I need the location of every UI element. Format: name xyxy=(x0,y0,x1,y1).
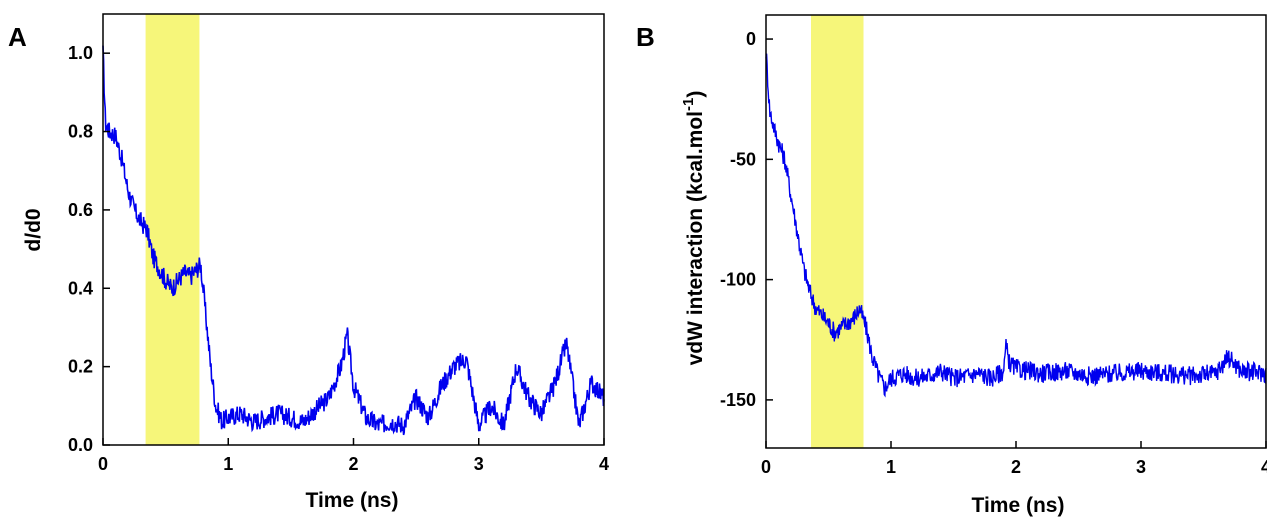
panel-b-series-line xyxy=(765,53,1267,398)
panel-b-x-axis-title: Time (ns) xyxy=(972,494,1065,517)
panel-a-x-tick-label: 4 xyxy=(599,454,609,474)
panel-a-y-axis-title: d/d0 xyxy=(22,208,45,251)
panel-b-x-tick-label: 4 xyxy=(1261,457,1267,477)
panel-b-y-axis-title-main: vdW interaction (kcal.mol xyxy=(684,111,707,365)
panel-a-y-tick-label: 0.2 xyxy=(68,357,93,377)
panel-b-y-tick-label: -50 xyxy=(730,149,756,169)
panel-b-label: B xyxy=(636,22,655,52)
panel-a-y-tick-label: 0.0 xyxy=(68,435,93,455)
panel-a-x-tick-label: 0 xyxy=(98,454,108,474)
panel-a-y-tick-label: 1.0 xyxy=(68,43,93,63)
panel-a-ticks: 0 1 2 3 4 0.0 0.2 0.4 0.6 0.8 1.0 xyxy=(68,43,609,474)
panel-b-y-tick-label: 0 xyxy=(746,29,756,49)
panel-a: A 0 1 2 3 4 0.0 0.2 0.4 0.6 0.8 1.0 Time (ns) d/d0 xyxy=(8,13,609,512)
panel-b-ticks: 0 1 2 3 4 0 -50 -100 -150 xyxy=(720,29,1267,477)
panel-a-y-tick-label: 0.8 xyxy=(68,122,93,142)
panel-a-label: A xyxy=(8,22,27,52)
panel-b-x-tick-label: 2 xyxy=(1011,457,1021,477)
panel-b-y-tick-label: -150 xyxy=(720,390,756,410)
panel-a-series-line xyxy=(102,45,605,436)
panel-a-x-axis-title: Time (ns) xyxy=(306,489,399,512)
panel-b-y-axis-title-sup: -1 xyxy=(680,98,697,111)
panel-b-x-tick-label: 0 xyxy=(761,457,771,477)
panel-a-y-tick-label: 0.4 xyxy=(68,278,93,298)
panel-a-x-tick-label: 1 xyxy=(223,454,233,474)
panel-b: B 0 1 2 3 4 0 -50 -100 -150 Time (ns) vdW intera… xyxy=(636,14,1267,517)
panel-a-x-tick-label: 2 xyxy=(348,454,358,474)
panel-b-y-tick-label: -100 xyxy=(720,270,756,290)
panel-a-y-tick-label: 0.6 xyxy=(68,200,93,220)
panel-b-highlight xyxy=(811,15,864,448)
panel-a-x-tick-label: 3 xyxy=(474,454,484,474)
panel-b-y-axis-title-close: ) xyxy=(684,91,707,98)
panel-b-x-tick-label: 1 xyxy=(886,457,896,477)
panel-b-y-axis-title: vdW interaction (kcal.mol-1) xyxy=(680,91,707,366)
panel-a-highlight xyxy=(145,14,200,445)
panel-b-x-tick-label: 3 xyxy=(1136,457,1146,477)
